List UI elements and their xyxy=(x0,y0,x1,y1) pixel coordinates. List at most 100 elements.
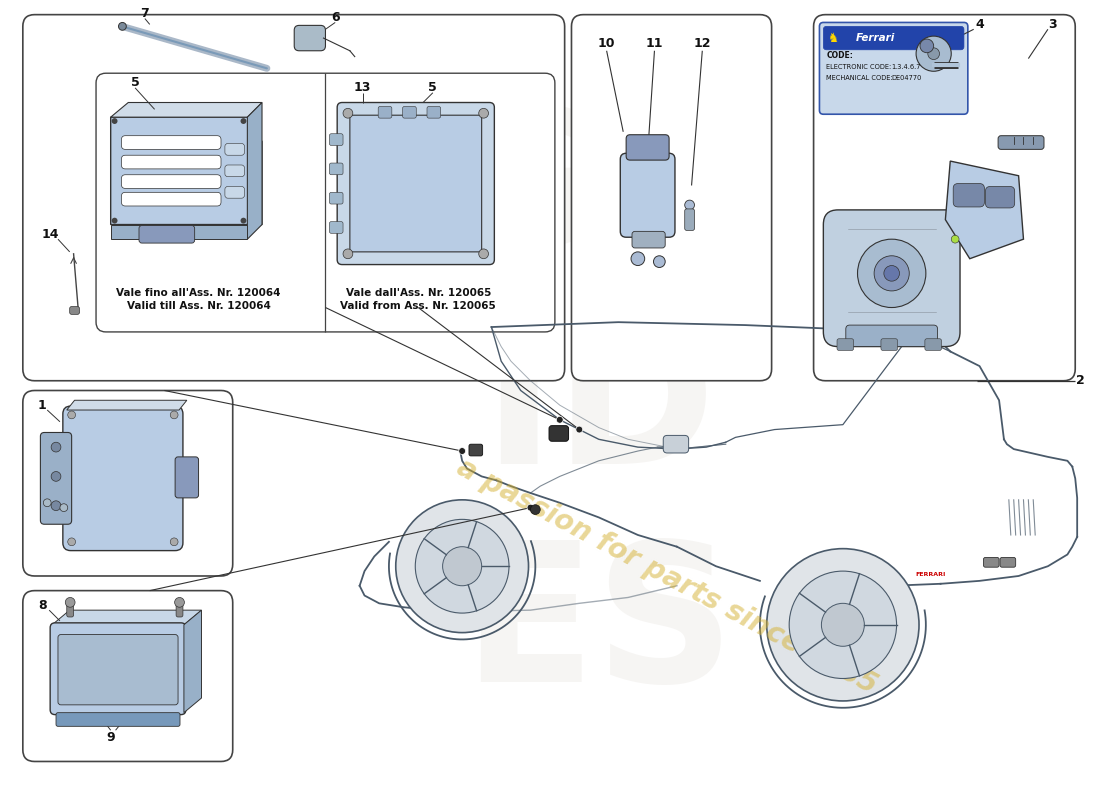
FancyBboxPatch shape xyxy=(663,435,689,453)
FancyBboxPatch shape xyxy=(224,186,244,198)
Circle shape xyxy=(396,500,528,633)
Circle shape xyxy=(241,118,246,124)
FancyBboxPatch shape xyxy=(121,136,221,150)
FancyBboxPatch shape xyxy=(23,590,233,762)
Circle shape xyxy=(442,546,482,586)
FancyBboxPatch shape xyxy=(121,192,221,206)
FancyBboxPatch shape xyxy=(684,209,694,230)
Circle shape xyxy=(952,235,959,243)
Text: 7: 7 xyxy=(141,7,150,20)
Circle shape xyxy=(822,603,865,646)
Text: 14: 14 xyxy=(42,228,59,241)
Circle shape xyxy=(65,598,75,607)
Circle shape xyxy=(170,538,178,546)
Circle shape xyxy=(343,249,353,258)
Text: 2: 2 xyxy=(1076,374,1085,387)
Circle shape xyxy=(478,108,488,118)
Text: Vale fino all'Ass. Nr. 120064
Valid till Ass. Nr. 120064: Vale fino all'Ass. Nr. 120064 Valid till… xyxy=(117,288,280,311)
Circle shape xyxy=(874,256,910,291)
FancyBboxPatch shape xyxy=(63,406,183,550)
FancyBboxPatch shape xyxy=(572,14,771,381)
FancyBboxPatch shape xyxy=(121,155,221,169)
Polygon shape xyxy=(945,161,1023,258)
FancyBboxPatch shape xyxy=(403,106,416,118)
Circle shape xyxy=(112,118,118,124)
FancyBboxPatch shape xyxy=(23,14,564,381)
FancyBboxPatch shape xyxy=(986,186,1014,208)
Circle shape xyxy=(68,538,76,546)
Text: MECHANICAL CODE:: MECHANICAL CODE: xyxy=(826,75,893,81)
Text: 6: 6 xyxy=(331,11,340,24)
FancyBboxPatch shape xyxy=(175,457,199,498)
Text: Vale dall'Ass. Nr. 120065
Valid from Ass. Nr. 120065: Vale dall'Ass. Nr. 120065 Valid from Ass… xyxy=(340,288,496,311)
FancyBboxPatch shape xyxy=(58,634,178,705)
FancyBboxPatch shape xyxy=(56,713,180,726)
Circle shape xyxy=(59,504,68,511)
Circle shape xyxy=(112,218,118,223)
FancyBboxPatch shape xyxy=(823,26,964,50)
FancyBboxPatch shape xyxy=(329,192,343,204)
Text: CODE:: CODE: xyxy=(826,50,854,59)
FancyBboxPatch shape xyxy=(378,106,392,118)
FancyBboxPatch shape xyxy=(814,14,1075,381)
FancyBboxPatch shape xyxy=(846,325,937,346)
FancyBboxPatch shape xyxy=(983,558,999,567)
Text: a passion for parts since 1985: a passion for parts since 1985 xyxy=(452,453,882,699)
FancyBboxPatch shape xyxy=(427,106,441,118)
Polygon shape xyxy=(111,117,262,225)
Circle shape xyxy=(884,266,900,281)
FancyBboxPatch shape xyxy=(626,134,669,160)
Circle shape xyxy=(459,448,465,454)
Text: 5: 5 xyxy=(429,82,437,94)
Circle shape xyxy=(684,200,694,210)
FancyBboxPatch shape xyxy=(1000,558,1015,567)
FancyBboxPatch shape xyxy=(139,226,195,243)
Circle shape xyxy=(631,252,645,266)
Polygon shape xyxy=(67,400,187,410)
FancyBboxPatch shape xyxy=(925,338,942,350)
FancyBboxPatch shape xyxy=(823,210,960,346)
Text: 1.3.4.6.7: 1.3.4.6.7 xyxy=(892,64,921,70)
Polygon shape xyxy=(184,610,201,713)
FancyBboxPatch shape xyxy=(224,165,244,177)
FancyBboxPatch shape xyxy=(820,22,968,114)
Circle shape xyxy=(68,411,76,419)
Text: ELECTRONIC CODE:: ELECTRONIC CODE: xyxy=(826,64,891,70)
Polygon shape xyxy=(248,102,262,239)
FancyBboxPatch shape xyxy=(632,231,666,248)
Text: 10: 10 xyxy=(598,38,615,50)
Text: 9: 9 xyxy=(107,730,116,743)
FancyBboxPatch shape xyxy=(329,163,343,174)
Circle shape xyxy=(119,22,126,30)
FancyBboxPatch shape xyxy=(954,183,985,207)
Circle shape xyxy=(478,249,488,258)
Circle shape xyxy=(241,218,246,223)
FancyBboxPatch shape xyxy=(998,136,1044,150)
Text: GU
ID
ES: GU ID ES xyxy=(440,98,758,722)
Circle shape xyxy=(343,108,353,118)
Circle shape xyxy=(767,549,918,701)
FancyBboxPatch shape xyxy=(338,102,494,265)
Circle shape xyxy=(530,505,540,514)
Circle shape xyxy=(170,411,178,419)
Text: 3: 3 xyxy=(1048,18,1057,31)
Circle shape xyxy=(576,426,583,433)
Polygon shape xyxy=(111,225,248,239)
Circle shape xyxy=(175,598,185,607)
Text: DE04770: DE04770 xyxy=(892,75,922,81)
Text: 11: 11 xyxy=(646,38,663,50)
FancyBboxPatch shape xyxy=(51,623,186,714)
Text: 5: 5 xyxy=(131,77,140,90)
Text: 1: 1 xyxy=(39,398,46,412)
FancyBboxPatch shape xyxy=(837,338,854,350)
FancyBboxPatch shape xyxy=(41,433,72,524)
FancyBboxPatch shape xyxy=(620,154,675,238)
Circle shape xyxy=(858,239,926,307)
Circle shape xyxy=(416,519,509,613)
Circle shape xyxy=(789,571,896,678)
Polygon shape xyxy=(52,610,201,625)
Text: ♞: ♞ xyxy=(827,31,838,45)
FancyBboxPatch shape xyxy=(549,426,569,442)
FancyBboxPatch shape xyxy=(23,390,233,576)
Text: 13: 13 xyxy=(354,82,371,94)
